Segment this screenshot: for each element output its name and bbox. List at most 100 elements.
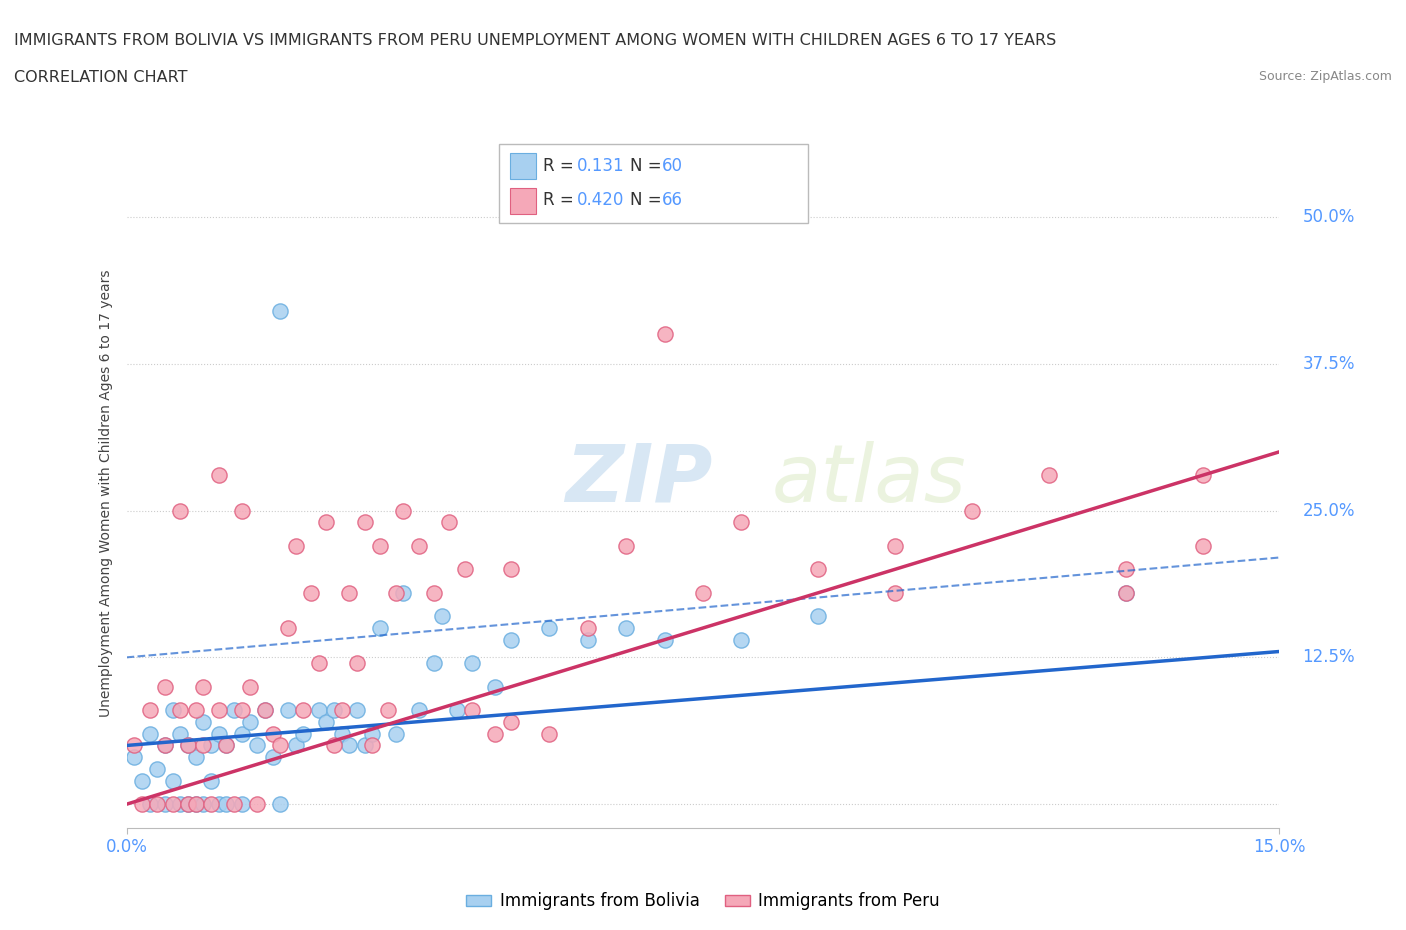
Point	[277, 703, 299, 718]
Point	[246, 738, 269, 753]
Point	[454, 562, 477, 577]
Point	[323, 738, 346, 753]
Point	[262, 726, 284, 741]
Point	[131, 773, 153, 788]
Point	[231, 703, 253, 718]
Point	[408, 703, 430, 718]
Point	[284, 538, 307, 553]
Point	[614, 538, 637, 553]
Point	[184, 750, 207, 764]
Point	[538, 620, 561, 635]
Point	[138, 797, 160, 812]
Point	[184, 797, 207, 812]
Point	[153, 738, 176, 753]
Point	[1115, 585, 1137, 600]
Text: atlas: atlas	[772, 441, 967, 519]
Point	[169, 703, 191, 718]
Point	[1115, 562, 1137, 577]
Point	[446, 703, 468, 718]
Point	[208, 797, 231, 812]
Point	[231, 726, 253, 741]
Point	[384, 726, 406, 741]
Point	[193, 738, 215, 753]
Point	[208, 726, 231, 741]
Point	[184, 797, 207, 812]
Point	[1038, 468, 1060, 483]
Point	[339, 585, 361, 600]
Text: R =: R =	[543, 157, 579, 176]
Point	[184, 703, 207, 718]
Point	[346, 703, 368, 718]
Point	[384, 585, 406, 600]
Point	[538, 726, 561, 741]
Point	[269, 303, 291, 318]
Point	[484, 679, 506, 694]
Point	[576, 620, 599, 635]
Point	[131, 797, 153, 812]
Text: 66: 66	[662, 191, 683, 209]
Point	[430, 609, 453, 624]
Legend: Immigrants from Bolivia, Immigrants from Peru: Immigrants from Bolivia, Immigrants from…	[460, 885, 946, 917]
Point	[215, 797, 238, 812]
Point	[153, 738, 176, 753]
Point	[308, 703, 330, 718]
Point	[162, 773, 184, 788]
Point	[162, 797, 184, 812]
Point	[277, 620, 299, 635]
Point	[408, 538, 430, 553]
Point	[269, 797, 291, 812]
Point	[654, 632, 676, 647]
Text: IMMIGRANTS FROM BOLIVIA VS IMMIGRANTS FROM PERU UNEMPLOYMENT AMONG WOMEN WITH CH: IMMIGRANTS FROM BOLIVIA VS IMMIGRANTS FR…	[14, 33, 1056, 47]
Point	[353, 515, 375, 530]
Point	[884, 585, 907, 600]
Point	[439, 515, 461, 530]
Point	[807, 609, 830, 624]
Point	[308, 656, 330, 671]
Point	[146, 762, 169, 777]
Point	[499, 562, 522, 577]
Point	[392, 503, 415, 518]
Point	[377, 703, 399, 718]
Point	[269, 738, 291, 753]
Point	[231, 797, 253, 812]
Point	[1191, 538, 1213, 553]
Point	[246, 797, 269, 812]
Text: 37.5%: 37.5%	[1302, 354, 1355, 373]
Point	[177, 738, 200, 753]
Point	[330, 726, 353, 741]
Point	[368, 538, 391, 553]
Point	[200, 738, 222, 753]
Text: 0.131: 0.131	[576, 157, 624, 176]
Text: 50.0%: 50.0%	[1302, 207, 1355, 226]
Point	[315, 714, 337, 729]
Point	[224, 703, 246, 718]
Point	[224, 797, 246, 812]
Point	[122, 738, 145, 753]
Point	[346, 656, 368, 671]
Point	[262, 750, 284, 764]
Text: Source: ZipAtlas.com: Source: ZipAtlas.com	[1258, 70, 1392, 83]
Point	[153, 679, 176, 694]
Point	[208, 703, 231, 718]
Point	[423, 585, 446, 600]
Point	[654, 326, 676, 341]
Point	[215, 738, 238, 753]
Point	[576, 632, 599, 647]
Point	[330, 703, 353, 718]
Text: ZIP: ZIP	[565, 441, 711, 519]
Text: CORRELATION CHART: CORRELATION CHART	[14, 70, 187, 85]
Point	[162, 703, 184, 718]
Point	[208, 468, 231, 483]
Point	[253, 703, 276, 718]
Point	[730, 632, 752, 647]
Point	[323, 703, 346, 718]
Point	[200, 773, 222, 788]
Point	[193, 714, 215, 729]
Point	[238, 714, 260, 729]
Point	[292, 726, 315, 741]
Point	[169, 797, 191, 812]
Point	[807, 562, 830, 577]
Point	[499, 632, 522, 647]
Point	[215, 738, 238, 753]
Point	[730, 515, 752, 530]
